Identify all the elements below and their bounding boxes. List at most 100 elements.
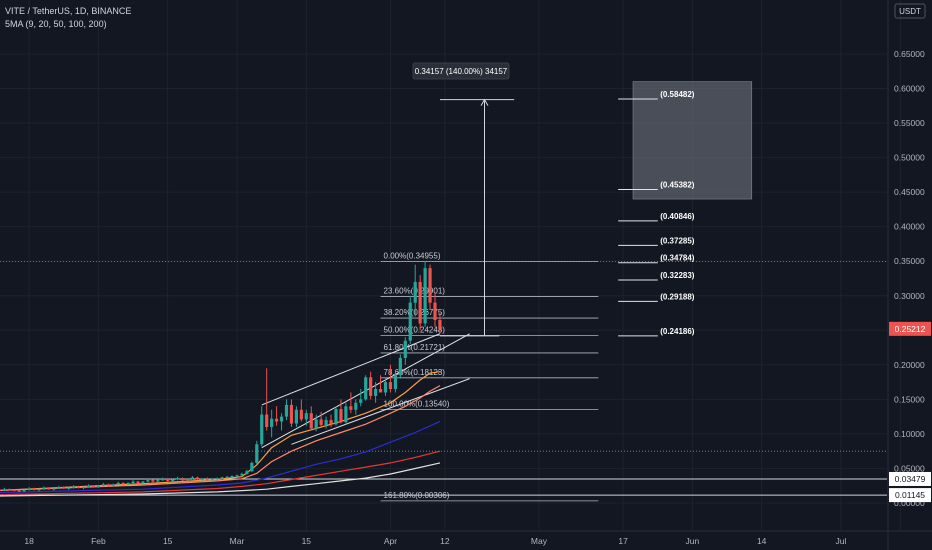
candle-body[interactable] [121, 482, 125, 485]
candle-body[interactable] [52, 488, 56, 490]
candle-body[interactable] [364, 377, 368, 400]
candle-body[interactable] [284, 404, 289, 417]
channel-line-upper[interactable] [261, 333, 441, 406]
candle-body[interactable] [438, 319, 442, 329]
candle-body[interactable] [294, 409, 298, 424]
currency-button[interactable] [894, 3, 926, 19]
candle-body[interactable] [275, 418, 279, 422]
indicator-legend[interactable]: 5MA (9, 20, 50, 100, 200) [5, 19, 107, 29]
candle-body[interactable] [418, 281, 422, 324]
candle-body[interactable] [433, 302, 437, 320]
candle-body[interactable] [62, 487, 66, 489]
candle-body[interactable] [359, 399, 363, 403]
candle-body[interactable] [185, 478, 190, 481]
candle-body[interactable] [304, 413, 308, 420]
candle-body[interactable] [195, 477, 199, 480]
candle-body[interactable] [141, 481, 145, 483]
candle-body[interactable] [349, 406, 353, 410]
candle-body[interactable] [289, 404, 294, 424]
candle-body[interactable] [190, 477, 195, 479]
projection-label-box[interactable] [412, 62, 510, 80]
channel-line-lower[interactable] [291, 378, 470, 445]
candle-body[interactable] [77, 486, 81, 488]
candle-body[interactable] [250, 462, 254, 472]
candle-body[interactable] [220, 477, 224, 479]
candle-body[interactable] [166, 478, 170, 481]
candle-body[interactable] [215, 478, 219, 480]
candle-body[interactable] [270, 418, 274, 428]
candle-body[interactable] [7, 489, 11, 491]
candle-body[interactable] [413, 281, 417, 303]
candle-body[interactable] [111, 484, 115, 486]
target-zone-box[interactable] [632, 81, 753, 200]
candle-body[interactable] [329, 420, 333, 425]
candle-body[interactable] [354, 402, 358, 410]
candle-body[interactable] [22, 489, 26, 492]
candle-body[interactable] [156, 480, 160, 482]
candle-body[interactable] [393, 375, 397, 390]
candle-body[interactable] [72, 486, 76, 488]
candle-body[interactable] [230, 476, 234, 478]
candle-body[interactable] [299, 409, 303, 420]
candle-body[interactable] [265, 414, 269, 428]
candle-body[interactable] [279, 416, 284, 422]
candle-body[interactable] [47, 487, 51, 490]
candle-body[interactable] [383, 382, 388, 393]
candle-body[interactable] [151, 480, 155, 482]
candle-body[interactable] [86, 485, 91, 488]
candle-body[interactable] [131, 481, 135, 483]
candle-body[interactable] [423, 268, 427, 324]
candle-body[interactable] [240, 473, 244, 476]
candle-body[interactable] [319, 419, 323, 425]
candle-body[interactable] [374, 389, 378, 396]
candle-body[interactable] [428, 268, 432, 303]
candle-body[interactable] [146, 480, 150, 482]
candle-body[interactable] [27, 488, 31, 490]
candle-body[interactable] [96, 485, 100, 488]
candle-body[interactable] [42, 487, 46, 490]
candle-body[interactable] [136, 481, 140, 483]
candle-body[interactable] [339, 409, 343, 423]
candle-body[interactable] [171, 479, 175, 481]
candle-body[interactable] [235, 475, 239, 477]
candle-body[interactable] [378, 389, 383, 393]
candle-body[interactable] [67, 487, 71, 489]
symbol-title[interactable]: VITE / TetherUS, 1D, BINANCE [5, 6, 132, 16]
candle-body[interactable] [2, 489, 6, 491]
candle-body[interactable] [245, 471, 249, 474]
candle-body[interactable] [32, 488, 36, 490]
candle-body[interactable] [225, 476, 229, 478]
candle-body[interactable] [408, 302, 412, 341]
candle-body[interactable] [126, 482, 130, 485]
candle-body[interactable] [334, 409, 338, 425]
candle-body[interactable] [176, 478, 180, 480]
candle-body[interactable] [309, 413, 313, 429]
candle-body[interactable] [106, 484, 110, 486]
candle-body[interactable] [369, 377, 373, 396]
candle-body[interactable] [205, 478, 209, 480]
candle-body[interactable] [388, 382, 393, 390]
candle-body[interactable] [314, 419, 318, 429]
candle-body[interactable] [260, 414, 264, 445]
candle-body[interactable] [101, 484, 105, 486]
candle-body[interactable] [81, 487, 86, 489]
candle-body[interactable] [116, 482, 120, 485]
candle-body[interactable] [91, 485, 96, 488]
candle-body[interactable] [255, 444, 259, 463]
candle-body[interactable] [0, 489, 1, 491]
candle-body[interactable] [161, 478, 165, 481]
price-tick-label: 0.15000 [894, 394, 925, 404]
candle-body[interactable] [344, 406, 348, 423]
candle-body[interactable] [57, 487, 61, 489]
candle-body[interactable] [180, 478, 185, 481]
candle-body[interactable] [403, 340, 407, 358]
candle-body[interactable] [37, 489, 41, 491]
candle-body[interactable] [12, 489, 16, 491]
candle-body[interactable] [17, 490, 21, 492]
candle-body[interactable] [398, 357, 402, 376]
candle-body[interactable] [200, 478, 204, 480]
candle-body[interactable] [324, 420, 328, 425]
candle-body[interactable] [210, 478, 214, 480]
